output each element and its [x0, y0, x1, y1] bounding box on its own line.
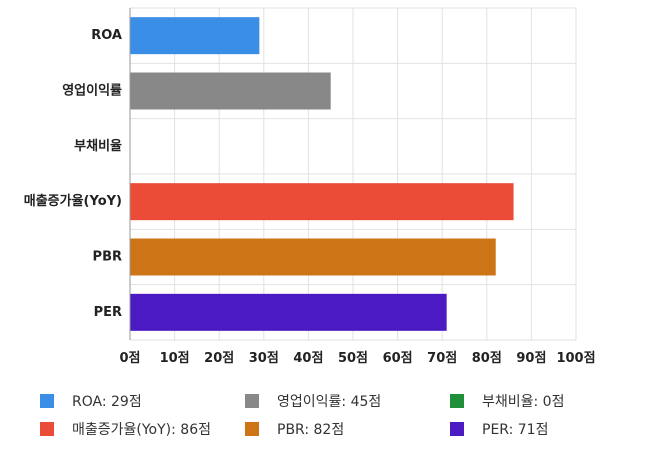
legend-label: ROA: 29점 — [72, 394, 142, 410]
grid-lines — [129, 7, 577, 341]
legend-label: PER: 71점 — [482, 422, 549, 438]
bar-4 — [130, 238, 496, 276]
legend-swatch — [450, 422, 464, 436]
x-tick-label: 0점 — [119, 351, 140, 366]
legend-item[interactable]: 매출증가율(YoY): 86점 — [40, 418, 245, 440]
x-tick-label: 70점 — [427, 351, 457, 366]
x-tick-label: 30점 — [249, 351, 279, 366]
bar-5 — [130, 293, 447, 331]
legend-label: 부채비율: 0점 — [482, 394, 565, 410]
legend-swatch — [245, 422, 259, 436]
bar-0 — [130, 17, 260, 55]
legend-swatch — [40, 394, 54, 408]
legend-item[interactable]: PBR: 82점 — [245, 418, 450, 440]
category-label: PER — [94, 305, 122, 320]
category-label: PBR — [93, 250, 122, 265]
legend-item[interactable]: PER: 71점 — [450, 418, 620, 440]
x-tick-label: 60점 — [383, 351, 413, 366]
x-tick-label: 20점 — [204, 351, 234, 366]
category-label: 부채비율 — [74, 138, 122, 154]
x-tick-label: 100점 — [556, 351, 595, 366]
x-tick-labels: 0점 10점 20점 30점 40점 50점 60점 70점 80점 90점 100점 — [119, 351, 595, 366]
legend-label: 매출증가율(YoY): 86점 — [72, 422, 211, 438]
bar-3 — [130, 183, 514, 221]
x-tick-label: 50점 — [338, 351, 368, 366]
category-label: ROA — [91, 28, 122, 43]
category-label: 매출증가율(YoY) — [24, 193, 122, 209]
x-tick-label: 90점 — [516, 351, 546, 366]
x-tick-label: 10점 — [160, 351, 190, 366]
legend-swatch — [245, 394, 259, 408]
legend-label: 영업이익률: 45점 — [277, 394, 382, 410]
bars — [130, 17, 514, 331]
x-tick-label: 80점 — [472, 351, 502, 366]
legend-item[interactable]: 부채비율: 0점 — [450, 390, 620, 412]
legend-label: PBR: 82점 — [277, 422, 345, 438]
legend-swatch — [40, 422, 54, 436]
legend-swatch — [450, 394, 464, 408]
bar-1 — [130, 72, 331, 110]
category-label: 영업이익률 — [62, 83, 122, 99]
legend-item[interactable]: ROA: 29점 — [40, 390, 245, 412]
x-tick-label: 40점 — [293, 351, 323, 366]
legend-item[interactable]: 영업이익률: 45점 — [245, 390, 450, 412]
